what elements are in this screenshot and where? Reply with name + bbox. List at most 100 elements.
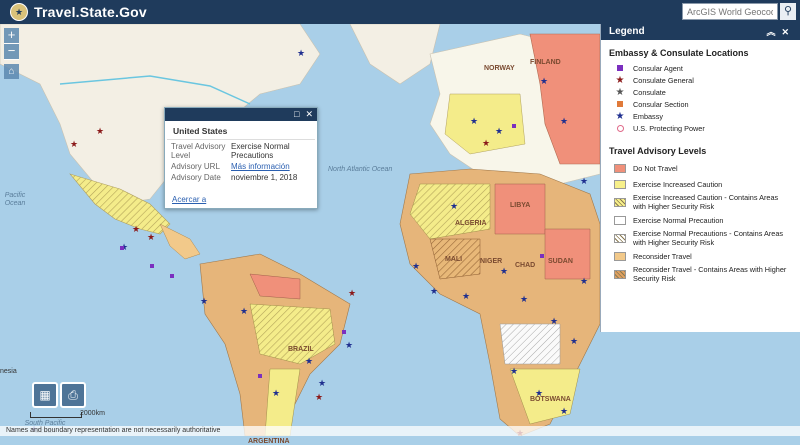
legend-item: ★ Embassy: [601, 110, 800, 122]
venezuela: [249, 273, 301, 300]
svg-text:★: ★: [200, 297, 208, 307]
southern-africa-north: [499, 323, 561, 365]
basemap-gallery-button[interactable]: ▦: [32, 382, 58, 408]
embassy-markers[interactable]: ★ ★ ★ ★ ★ ★ ★ ★ ★ ★ ★ ★ ★ ★ ★ ★ ★ ★ ★ ★ ★ ★ ★ ★ ★ ★: [30, 49, 588, 435]
country-label: MALI: [445, 256, 463, 263]
collapse-icon[interactable]: ︽: [766, 27, 782, 37]
svg-text:★: ★: [305, 357, 313, 367]
close-icon[interactable]: ✕: [305, 109, 313, 119]
legend-item: Exercise Normal Precaution: [601, 212, 800, 228]
svg-text:★: ★: [520, 295, 528, 305]
consular-agent-markers[interactable]: [120, 124, 544, 378]
country-label: ALGERIA: [455, 220, 487, 227]
north-africa-west: [409, 183, 491, 240]
popup-field-value: noviembre 1, 2018: [231, 173, 298, 182]
legend-swatch: [613, 197, 627, 207]
legend-item: Exercise Normal Precautions - Contains A…: [601, 228, 800, 248]
map-canvas: ★ ★ ★ ★ ★ ★ ★ ★ ★ ★ ★ ★ ★ ★ ★ ★ ★ ★ ★ ★ ★ ★ ★ ★ ★ ★ ★ ★ ★ ★…: [0, 24, 601, 436]
legend-item-label: Exercise Normal Precautions - Contains A…: [633, 229, 784, 247]
popup-field-label: Advisory Date: [171, 173, 221, 182]
ocean-label-pacific: Pacific Ocean: [4, 192, 26, 207]
popup-field-label: Travel Advisory Level: [171, 142, 226, 160]
svg-text:★: ★: [345, 341, 353, 351]
legend-item: ★ Consulate: [601, 86, 800, 98]
svg-text:★: ★: [540, 77, 548, 87]
legend-item-label: Exercise Increased Caution: [633, 179, 723, 189]
svg-text:★: ★: [500, 267, 508, 277]
star-icon: ★: [615, 86, 625, 98]
svg-text:★: ★: [450, 202, 458, 212]
popup-row: Advisory Date noviembre 1, 2018: [165, 171, 317, 182]
grid-icon: ▦: [39, 388, 51, 402]
legend-title: Legend: [609, 26, 645, 37]
zoom-to-link[interactable]: Acercar a: [172, 195, 207, 204]
svg-text:★: ★: [272, 389, 280, 399]
svg-text:★: ★: [120, 243, 128, 253]
argentina-region: [264, 368, 301, 436]
libya-region: [494, 183, 546, 235]
home-icon[interactable]: ⌂: [4, 64, 19, 79]
app-header: ★ Travel.State.Gov ⚲: [0, 0, 800, 24]
legend-item-label: Consular Agent: [633, 63, 683, 73]
star-icon: ★: [615, 74, 625, 86]
advisory-url-link[interactable]: Más información: [231, 162, 290, 171]
popup-field-value: Exercise Normal Precautions: [231, 142, 290, 160]
country-label: NORWAY: [484, 65, 515, 72]
svg-text:★: ★: [560, 117, 568, 127]
svg-text:★: ★: [570, 337, 578, 347]
svg-text:★: ★: [580, 177, 588, 187]
svg-text:★: ★: [482, 139, 490, 149]
popup-field-label: Advisory URL: [171, 162, 220, 171]
legend-swatch: [613, 163, 627, 173]
geocoder-search-input[interactable]: [682, 3, 778, 20]
country-label: ARGENTINA: [248, 438, 290, 445]
us-border-highlight: [59, 75, 251, 105]
map-disclaimer: Names and boundary representation are no…: [0, 426, 800, 436]
zoom-out-button[interactable]: −: [4, 44, 19, 60]
zoom-in-button[interactable]: +: [4, 28, 19, 44]
north-america: [0, 24, 321, 205]
country-label: CHAD: [515, 262, 536, 269]
country-label: BOTSWANA: [530, 396, 571, 403]
world-map[interactable]: ★ ★ ★ ★ ★ ★ ★ ★ ★ ★ ★ ★ ★ ★ ★ ★ ★ ★ ★ ★ ★ ★ ★ ★ ★ ★ ★ ★ ★ ★…: [0, 24, 800, 445]
print-button[interactable]: ⎙: [60, 382, 86, 408]
popup-row: Travel Advisory Level Exercise Normal Pr…: [165, 140, 317, 160]
square-icon: [613, 99, 627, 109]
legend-item: Consular Agent: [601, 62, 800, 74]
legend-item-label: Exercise Increased Caution - Contains Ar…: [633, 193, 779, 211]
close-icon[interactable]: ✕: [781, 27, 795, 37]
scale-bar: [30, 412, 82, 418]
mali-region: [429, 238, 481, 280]
legend-item: Reconsider Travel - Contains Areas with …: [601, 264, 800, 284]
maximize-icon[interactable]: □: [294, 109, 300, 119]
legend-swatch: [613, 215, 627, 225]
legend-item: Exercise Increased Caution: [601, 176, 800, 192]
legend-item-label: Reconsider Travel: [633, 251, 692, 261]
scale-label: 2000km: [80, 410, 105, 417]
svg-text:★: ★: [315, 393, 323, 403]
legend-item-label: U.S. Protecting Power: [633, 123, 705, 133]
southern-africa: [509, 368, 581, 425]
svg-text:★: ★: [132, 225, 140, 235]
svg-text:★: ★: [535, 389, 543, 399]
legend-panel: Legend ︽✕ Embassy & Consulate Locations …: [600, 24, 800, 332]
region-label-nesia: nesia: [0, 368, 17, 375]
legend-item-label: Do Not Travel: [633, 163, 678, 173]
app-title[interactable]: Travel.State.Gov: [34, 4, 147, 20]
zoom-controls: + −: [4, 28, 19, 60]
svg-text:★: ★: [430, 287, 438, 297]
legend-section-title: Embassy & Consulate Locations: [609, 48, 749, 58]
legend-item-label: Embassy: [633, 111, 664, 121]
legend-swatch: [613, 233, 627, 243]
mexico: [69, 173, 171, 235]
search-icon[interactable]: ⚲: [780, 3, 796, 20]
star-icon: ★: [615, 110, 625, 122]
legend-item: Exercise Increased Caution - Contains Ar…: [601, 192, 800, 212]
circle-icon: [613, 123, 627, 133]
sudan-region: [544, 228, 591, 280]
legend-item-label: Consular Section: [633, 99, 689, 109]
legend-item: ★ Consulate General: [601, 74, 800, 86]
svg-text:★: ★: [96, 127, 104, 137]
western-europe: [444, 93, 526, 155]
seal-logo-icon: ★: [10, 3, 28, 21]
